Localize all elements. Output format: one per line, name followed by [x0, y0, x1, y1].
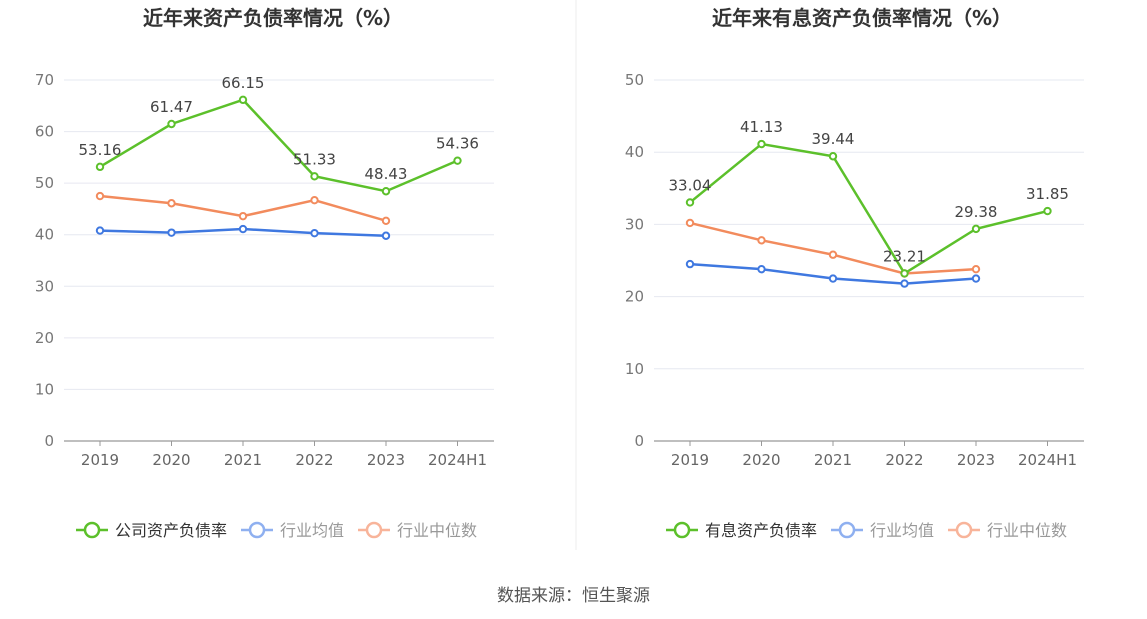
data-label: 33.04: [669, 176, 712, 194]
data-source: 数据来源：恒生聚源: [497, 586, 650, 606]
legend-item: 行业均值: [831, 521, 934, 540]
data-point: [828, 152, 838, 161]
x-tick-label: 2024H1: [428, 451, 487, 469]
series-line: [99, 98, 458, 193]
data-label: 61.47: [150, 98, 193, 116]
data-point: [167, 199, 176, 208]
data-point: [900, 269, 909, 278]
legend-swatch-marker: [673, 521, 691, 539]
legend-swatch-marker: [248, 521, 266, 539]
x-tick-label: 2021: [814, 451, 852, 469]
legend-label: 行业中位数: [987, 521, 1067, 540]
x-tick-label: 2020: [152, 451, 190, 469]
data-point: [971, 264, 981, 274]
y-tick-label: 0: [634, 432, 644, 450]
data-point: [167, 119, 176, 129]
data-point: [95, 162, 105, 172]
y-tick-label: 20: [625, 288, 644, 306]
legend-swatch-marker: [83, 521, 101, 539]
data-point: [238, 95, 248, 105]
data-label: 51.33: [293, 150, 336, 168]
legend-label: 有息资产负债率: [705, 521, 817, 540]
y-tick-label: 10: [625, 360, 644, 378]
y-tick-label: 0: [44, 432, 54, 450]
chart-title: 近年来资产负债率情况（%）: [143, 6, 403, 30]
legend-item: 有息资产负债率: [666, 521, 817, 540]
legend-item: 行业均值: [241, 521, 344, 540]
data-point: [971, 224, 981, 234]
legend-swatch-marker: [955, 521, 973, 539]
x-tick-label: 2021: [224, 451, 262, 469]
y-tick-label: 30: [625, 215, 644, 233]
data-point: [167, 228, 176, 237]
x-tick-label: 2019: [81, 451, 119, 469]
legend-swatch-marker: [838, 521, 856, 539]
data-point: [757, 139, 766, 149]
chart-2: 近年来有息资产负债率情况（%） 0 10 20 30 40 50 2019 2020 2021 20…: [625, 6, 1084, 540]
legend-item: 行业中位数: [358, 521, 477, 540]
y-tick-label: 30: [35, 277, 54, 295]
data-label: 23.21: [883, 247, 926, 265]
series-line: [689, 142, 1048, 276]
x-tick-label: 2022: [295, 451, 333, 469]
data-point: [381, 187, 391, 196]
data-point: [381, 216, 391, 225]
y-tick-label: 50: [625, 71, 644, 89]
data-label: 29.38: [955, 203, 998, 221]
legend-item: 行业中位数: [948, 521, 1067, 540]
y-tick-label: 20: [35, 329, 54, 347]
data-point: [95, 191, 105, 201]
legend: 有息资产负债率 行业均值 行业中位数: [666, 521, 1067, 540]
data-point: [685, 218, 695, 228]
data-label: 39.44: [812, 130, 855, 148]
data-point: [971, 274, 981, 283]
data-point: [238, 224, 248, 234]
data-point: [757, 236, 766, 245]
data-point: [685, 198, 695, 207]
y-tick-label: 10: [35, 380, 54, 398]
data-label: 48.43: [365, 165, 408, 183]
legend-label: 行业均值: [280, 521, 344, 540]
x-tick-label: 2019: [671, 451, 709, 469]
data-label: 31.85: [1026, 185, 1069, 203]
data-label: 54.36: [436, 135, 479, 153]
x-tick-label: 2020: [742, 451, 780, 469]
y-tick-label: 60: [35, 123, 54, 141]
data-point: [310, 228, 319, 238]
data-point: [685, 259, 695, 269]
x-tick-label: 2023: [957, 451, 995, 469]
chart-title: 近年来有息资产负债率情况（%）: [712, 6, 1012, 30]
data-point: [381, 231, 391, 240]
data-label: 66.15: [222, 74, 265, 92]
data-point: [453, 156, 462, 165]
legend-label: 公司资产负债率: [115, 521, 227, 540]
data-point: [828, 274, 838, 283]
y-tick-label: 40: [625, 143, 644, 161]
y-tick-label: 50: [35, 174, 54, 192]
data-point: [310, 172, 319, 181]
data-point: [310, 195, 319, 205]
data-point: [828, 250, 838, 259]
legend-item: 公司资产负债率: [76, 521, 227, 540]
x-tick-label: 2023: [367, 451, 405, 469]
data-label: 41.13: [740, 118, 783, 136]
x-tick-label: 2024H1: [1018, 451, 1077, 469]
data-point: [1043, 206, 1052, 216]
y-tick-label: 70: [35, 71, 54, 89]
chart-1: 近年来资产负债率情况（%） 0 10 20 30 40 50 60 70 2019 2020 2021…: [35, 6, 494, 540]
data-label: 53.16: [79, 141, 122, 159]
data-point: [238, 211, 248, 221]
data-point: [95, 226, 105, 235]
legend-label: 行业均值: [870, 521, 934, 540]
legend-label: 行业中位数: [397, 521, 477, 540]
legend: 公司资产负债率 行业均值 行业中位数: [76, 521, 477, 540]
data-point: [757, 264, 766, 274]
data-point: [900, 279, 909, 288]
y-tick-label: 40: [35, 226, 54, 244]
x-tick-label: 2022: [885, 451, 923, 469]
legend-swatch-marker: [365, 521, 383, 539]
